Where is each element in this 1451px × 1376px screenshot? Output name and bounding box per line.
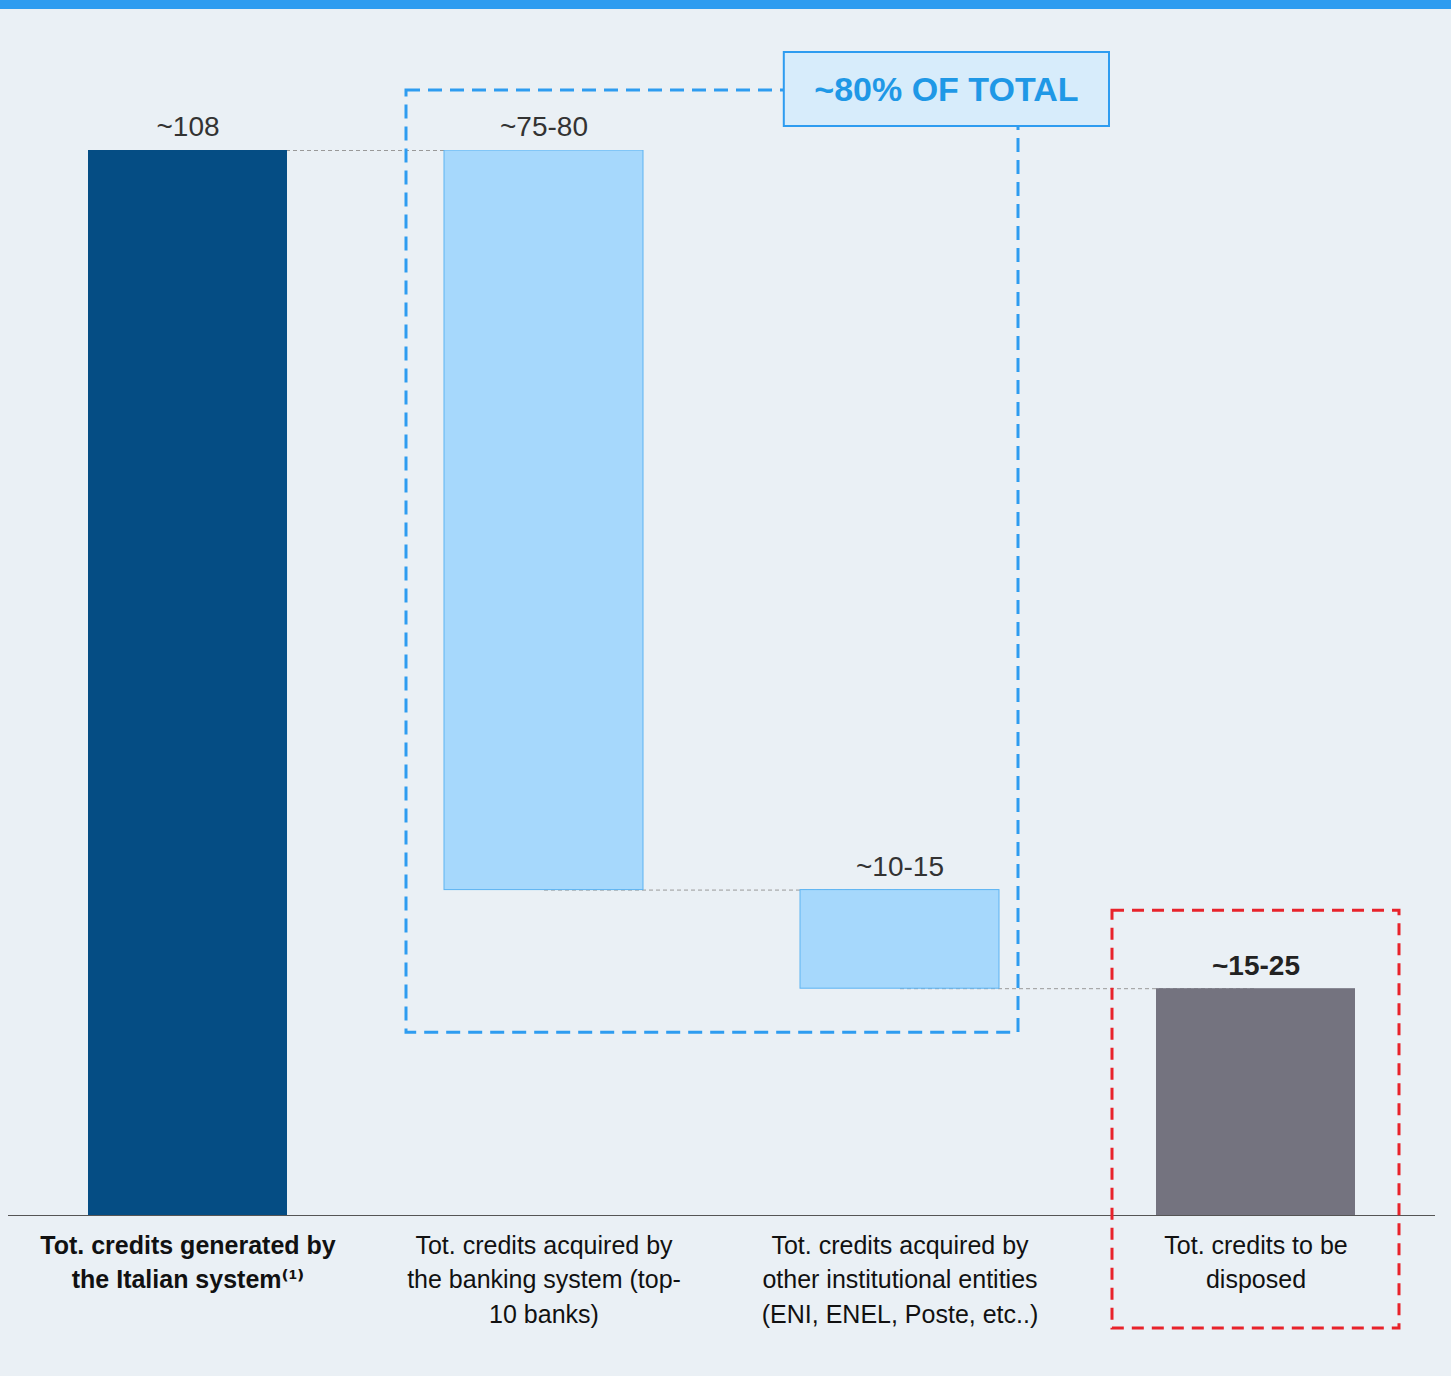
svg-text:Tot. credits acquired byother: Tot. credits acquired byother institutio… <box>762 1231 1038 1328</box>
svg-text:~15-25: ~15-25 <box>1212 950 1300 981</box>
svg-text:~80% OF TOTAL: ~80% OF TOTAL <box>814 70 1078 108</box>
svg-text:Tot. credits to bedisposed: Tot. credits to bedisposed <box>1164 1231 1347 1294</box>
svg-text:Tot. credits acquired bythe ba: Tot. credits acquired bythe banking syst… <box>407 1231 681 1328</box>
svg-text:Tot. credits generated bythe I: Tot. credits generated bythe Italian sys… <box>40 1231 336 1294</box>
svg-text:~75-80: ~75-80 <box>500 111 588 142</box>
svg-text:~108: ~108 <box>156 111 219 142</box>
svg-text:~10-15: ~10-15 <box>856 851 944 882</box>
